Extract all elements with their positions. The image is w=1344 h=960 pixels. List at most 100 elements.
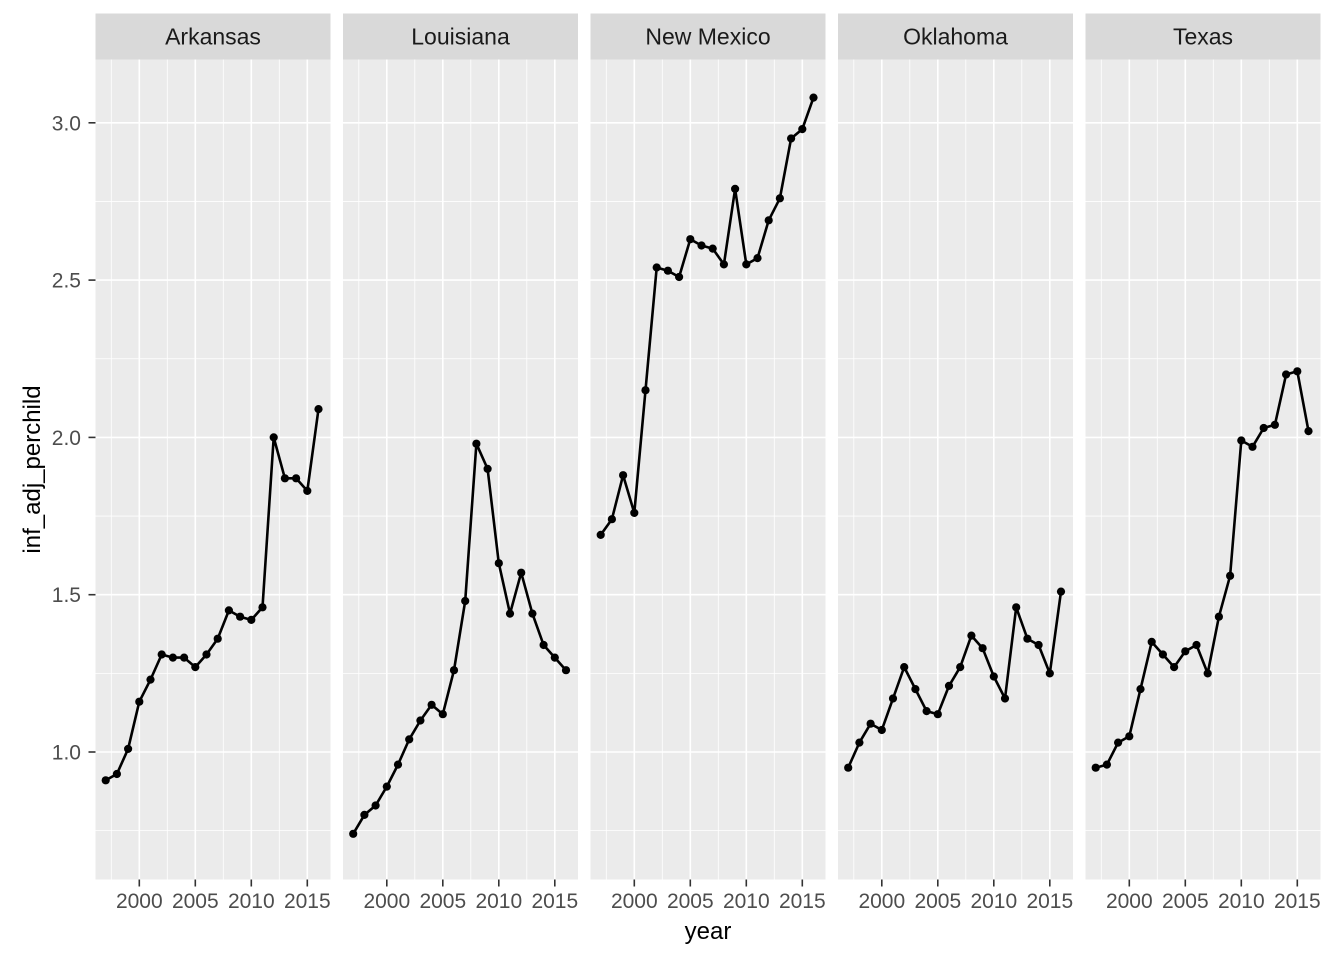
data-point: [405, 735, 414, 744]
data-point: [731, 184, 740, 193]
data-point: [1270, 420, 1279, 429]
panel-background: [1085, 59, 1321, 880]
data-point: [1170, 663, 1179, 672]
facet-strip: [343, 13, 578, 60]
data-point: [1304, 427, 1313, 436]
data-point: [124, 744, 133, 754]
y-tick-label: 1.5: [52, 584, 81, 607]
data-point: [1248, 442, 1257, 451]
data-point: [1000, 694, 1010, 703]
data-point: [933, 710, 942, 719]
data-point: [1214, 612, 1223, 621]
facet-strip: [590, 13, 826, 60]
data-line: [352, 442, 567, 835]
facet-strip-label: Louisiana: [411, 24, 510, 50]
data-point: [1056, 587, 1066, 596]
data-point: [360, 810, 369, 820]
x-tick-label: 2000: [858, 890, 905, 913]
data-point: [956, 663, 965, 672]
panel-background: [343, 59, 578, 880]
data-point: [224, 606, 233, 615]
data-point: [112, 769, 121, 779]
y-tick-label: 2.5: [52, 270, 81, 293]
x-tick-label: 2005: [667, 890, 714, 913]
x-tick-label: 2015: [531, 890, 578, 913]
data-point: [697, 241, 706, 250]
data-point: [663, 266, 673, 275]
data-point: [596, 530, 605, 540]
data-point: [517, 568, 526, 577]
data-point: [866, 719, 875, 728]
x-tick-label: 2010: [970, 890, 1017, 913]
data-point: [1203, 669, 1212, 678]
data-point: [708, 244, 717, 253]
data-point: [911, 685, 920, 694]
panel-background: [838, 59, 1073, 880]
data-point: [989, 672, 998, 681]
x-tick-label: 2010: [475, 890, 522, 913]
data-point: [1147, 637, 1156, 647]
data-point: [888, 694, 898, 703]
data-point: [764, 216, 773, 225]
data-point: [619, 471, 628, 480]
data-line: [847, 591, 1063, 769]
data-point: [1158, 650, 1167, 659]
data-point: [393, 760, 403, 769]
data-point: [191, 663, 200, 672]
x-axis-title: year: [685, 918, 732, 945]
data-point: [944, 681, 954, 691]
data-point: [809, 93, 818, 102]
data-point: [1282, 370, 1291, 379]
data-line: [105, 408, 320, 782]
data-point: [900, 663, 909, 672]
data-point: [303, 486, 312, 495]
x-tick-label: 2010: [228, 890, 275, 913]
x-tick-label: 2000: [1106, 890, 1153, 913]
data-point: [416, 716, 425, 725]
facet-strip-label: Arkansas: [165, 24, 261, 50]
data-point: [258, 603, 267, 612]
data-point: [146, 675, 155, 684]
data-point: [798, 125, 807, 134]
x-tick-label: 2000: [363, 890, 410, 913]
x-tick-label: 2010: [1218, 890, 1265, 913]
x-tick-label: 2015: [284, 890, 331, 913]
x-tick-label: 2015: [1274, 890, 1321, 913]
facet-arkansas: Arkansas 2000 2005 2010 2015: [95, 13, 331, 913]
data-point: [844, 763, 853, 772]
x-tick-label: 2010: [723, 890, 770, 913]
facet-new-mexico: New Mexico 2000 2005 2010 2015: [590, 13, 826, 913]
data-point: [775, 194, 785, 203]
data-point: [1259, 423, 1268, 433]
data-point: [505, 609, 515, 618]
data-point: [641, 386, 650, 395]
facet-strip: [838, 13, 1073, 60]
data-point: [1181, 647, 1190, 656]
data-point: [652, 263, 661, 272]
data-point: [427, 700, 436, 709]
data-point: [180, 653, 189, 662]
data-point: [438, 710, 447, 719]
data-point: [1045, 669, 1054, 678]
data-point: [157, 650, 166, 659]
x-tick-label: 2000: [611, 890, 658, 913]
data-point: [314, 405, 323, 414]
data-point: [675, 272, 684, 282]
data-point: [607, 515, 617, 524]
data-point: [922, 707, 931, 716]
data-point: [1237, 436, 1246, 445]
data-point: [550, 653, 559, 662]
x-tick-label: 2000: [116, 890, 163, 913]
facet-louisiana: Louisiana 2000 2005 2010 2015: [343, 13, 578, 913]
data-point: [1012, 603, 1021, 612]
data-point: [213, 634, 222, 643]
data-point: [630, 508, 639, 517]
data-point: [280, 474, 289, 483]
data-point: [236, 612, 245, 621]
data-point: [494, 559, 503, 568]
facet-strip-label: Oklahoma: [903, 24, 1008, 50]
facet-strip-label: Texas: [1173, 24, 1233, 50]
data-point: [1114, 738, 1123, 747]
data-point: [269, 433, 278, 442]
